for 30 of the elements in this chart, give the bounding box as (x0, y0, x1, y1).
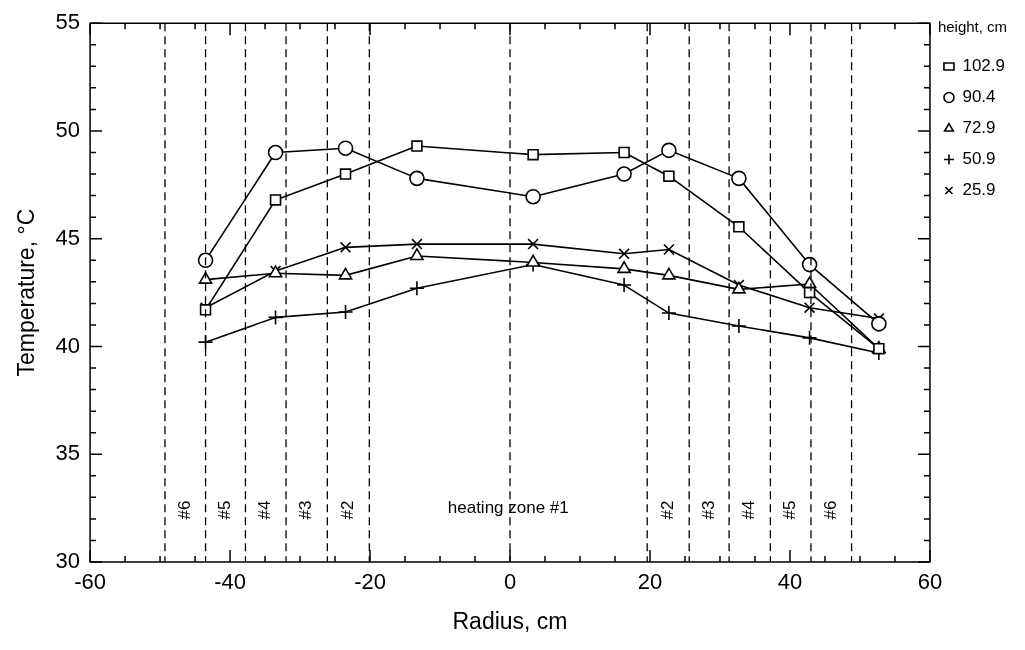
x-tick-label: -20 (354, 569, 386, 595)
legend-label: 102.9 (962, 56, 1006, 76)
x-axis-title: Radius, cm (452, 607, 568, 634)
annotation: #4 (255, 500, 275, 520)
x-tick-label: -40 (214, 569, 246, 595)
annotation: #5 (780, 500, 800, 520)
y-tick-label: 50 (55, 117, 81, 143)
x-tick-label: 20 (637, 569, 663, 595)
x-tick-label: 60 (917, 569, 943, 595)
legend-label: 90.4 (962, 87, 996, 107)
y-axis-title: Temperature, °C (13, 208, 40, 377)
x-tick-label: 0 (503, 569, 517, 595)
legend-label: 50.9 (962, 149, 996, 169)
y-tick-label: 45 (55, 224, 81, 250)
annotation: #6 (174, 500, 194, 520)
annotation: #4 (739, 500, 759, 520)
annotation: #6 (820, 500, 840, 520)
legend-label: 25.9 (962, 180, 996, 200)
x-tick-label: 40 (777, 569, 803, 595)
annotation: heating zone #1 (447, 497, 569, 517)
annotation: #2 (657, 500, 677, 520)
annotation: #5 (215, 500, 235, 520)
legend-label: 72.9 (962, 118, 996, 138)
y-tick-label: 40 (55, 332, 81, 358)
y-tick-label: 35 (55, 440, 81, 466)
annotation: #2 (338, 500, 358, 520)
legend-title: height, cm (937, 17, 1008, 35)
y-tick-label: 55 (55, 9, 81, 35)
annotation: #3 (296, 500, 316, 520)
annotation: #3 (698, 500, 718, 520)
